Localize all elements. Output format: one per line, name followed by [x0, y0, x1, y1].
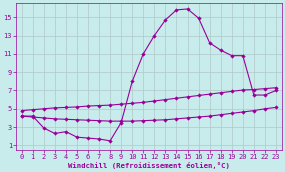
X-axis label: Windchill (Refroidissement éolien,°C): Windchill (Refroidissement éolien,°C)	[68, 162, 230, 169]
